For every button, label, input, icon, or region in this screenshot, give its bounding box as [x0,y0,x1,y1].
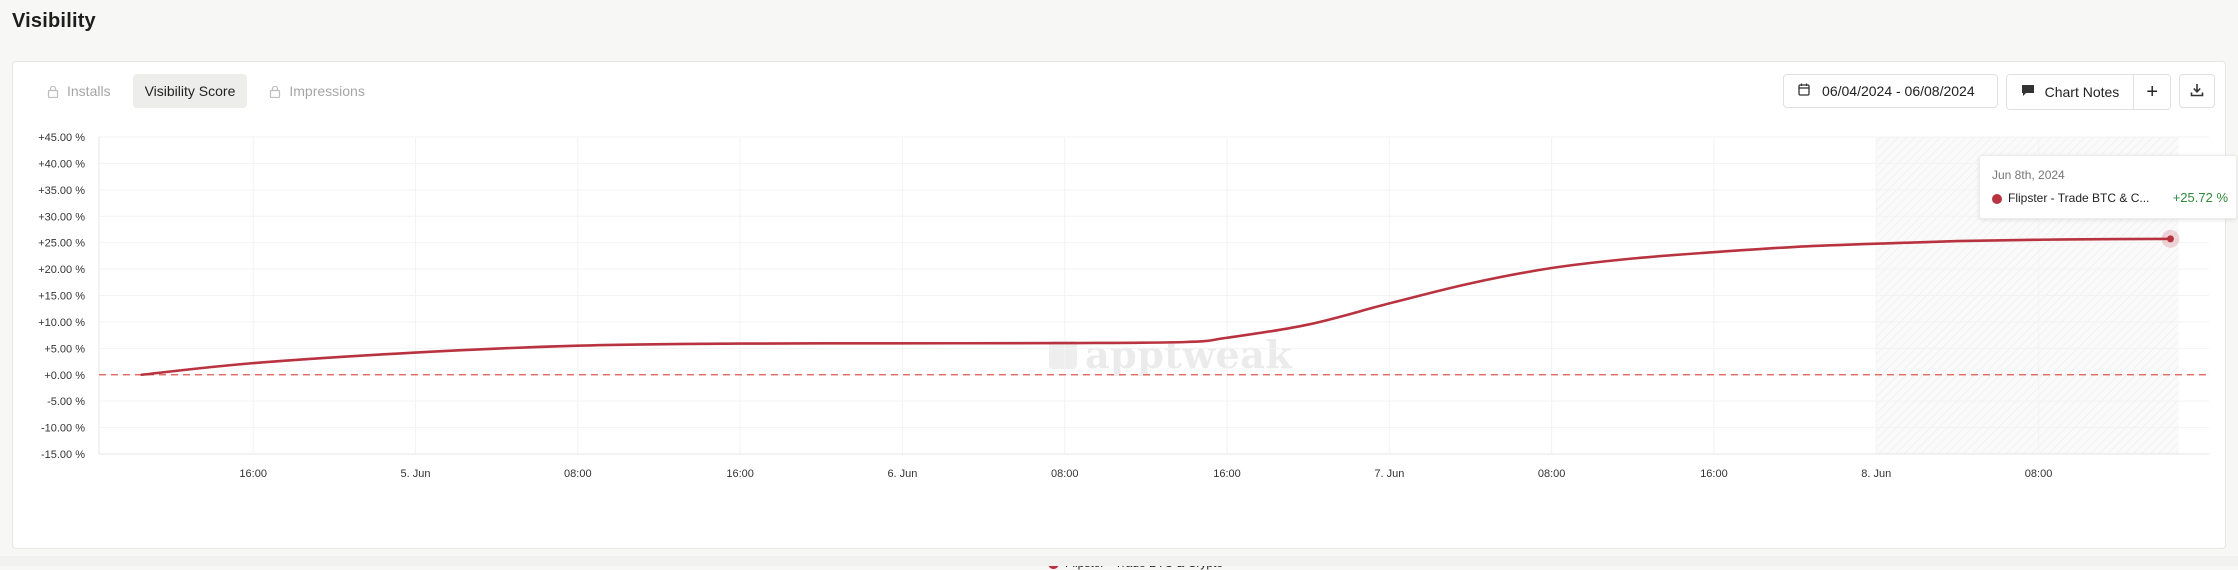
chart-notes-label: Chart Notes [2044,84,2120,100]
series-line [140,237,2172,377]
date-range-label: 06/04/2024 - 06/08/2024 [1822,83,1975,99]
y-tick-label: +45.00 % [38,132,85,144]
add-note-button[interactable]: + [2133,75,2170,109]
tooltip-series-name: Flipster - Trade BTC & C... [2008,191,2150,205]
tab-visibility-score[interactable]: Visibility Score [132,74,248,108]
visibility-line-chart[interactable]: +45.00 % +40.00 % +35.00 % +30.00 % +25.00 %… [13,62,2225,548]
x-tick-label: 08:00 [2025,468,2053,480]
x-tick-label: 08:00 [1051,468,1079,480]
calendar-icon [1798,83,1810,99]
notes-button-group: Chart Notes + [2005,74,2171,110]
apptweak-logo-icon [1049,340,1077,369]
tab-impressions[interactable]: Impressions [257,74,376,108]
chart-card: Installs Visibility Score Impressions 06… [12,61,2237,570]
y-tick-label: -15.00 % [41,449,85,461]
y-tick-label: +5.00 % [44,343,85,355]
date-range-picker[interactable]: 06/04/2024 - 06/08/2024 [1783,74,1998,108]
x-tick-label: 6. Jun [887,468,917,480]
watermark-text: apptweak [1085,332,1293,377]
lock-icon [47,85,59,98]
chart-toolbar: 06/04/2024 - 06/08/2024 Chart Notes + [1783,74,2215,110]
y-tick-label: +20.00 % [38,264,85,276]
x-tick-label: 7. Jun [1374,468,1404,480]
tab-label: Installs [67,83,111,99]
page-title: Visibility [12,10,96,32]
x-tick-label: 08:00 [564,468,592,480]
tooltip-series-dot [1992,194,2002,204]
hover-marker-point [2166,235,2174,243]
page-bottom-strip [0,556,2238,566]
x-tick-label: 16:00 [726,468,754,480]
tab-label: Impressions [289,83,365,99]
lock-icon [269,85,281,98]
y-tick-label: -5.00 % [47,396,85,408]
y-tick-label: +0.00 % [44,370,85,382]
y-tick-label: +10.00 % [38,317,85,329]
chart-tooltip: Jun 8th, 2024 Flipster - Trade BTC & C..… [1979,155,2237,219]
y-tick-label: +25.00 % [38,238,85,250]
y-tick-label: +35.00 % [38,185,85,197]
chart-notes-button[interactable]: Chart Notes [2006,75,2134,109]
x-tick-label: 08:00 [1538,468,1566,480]
x-tick-label: 16:00 [239,468,267,480]
download-icon [2190,83,2204,100]
tab-installs[interactable]: Installs [35,74,123,108]
x-tick-label: 5. Jun [401,468,431,480]
x-tick-label: 8. Jun [1861,468,1891,480]
x-tick-label: 16:00 [1213,468,1241,480]
tooltip-value: +25.72 % [2172,190,2228,205]
download-button[interactable] [2179,74,2215,108]
y-tick-label: -10.00 % [41,423,85,435]
metric-tabs: Installs Visibility Score Impressions [35,74,377,108]
watermark: apptweak [1049,332,1292,377]
tooltip-date: Jun 8th, 2024 [1992,168,2065,182]
y-tick-label: +15.00 % [38,291,85,303]
tab-label: Visibility Score [144,83,236,99]
y-tick-label: +30.00 % [38,211,85,223]
y-tick-label: +40.00 % [38,158,85,170]
x-tick-label: 16:00 [1700,468,1728,480]
comment-icon [2021,84,2035,100]
